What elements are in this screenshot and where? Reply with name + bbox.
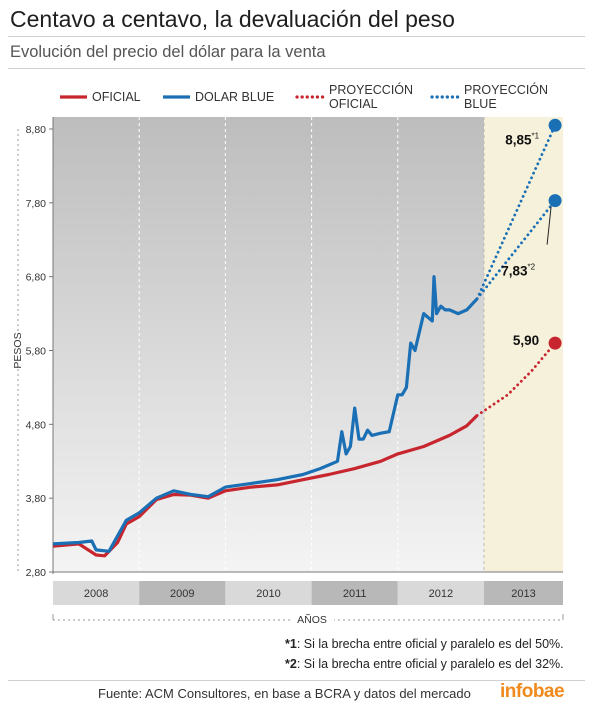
legend-label-line: BLUE	[464, 97, 497, 111]
year-cell	[139, 581, 226, 605]
y-tick-label: 3,80	[26, 493, 47, 505]
year-cell	[484, 581, 563, 605]
footnote-2-key: *2	[285, 657, 297, 671]
footnote-2: *2: Si la brecha entre oficial y paralel…	[285, 657, 564, 671]
footnote-1: *1: Si la brecha entre oficial y paralel…	[285, 637, 564, 651]
chart-title: Centavo a centavo, la devaluación del pe…	[10, 6, 455, 32]
series-line-proyeccion-blue-2	[475, 199, 557, 301]
annotation-footnote-marker: *1	[532, 131, 540, 140]
legend-label-line: PROYECCIÓN	[329, 82, 413, 97]
footnote-1-text: : Si la brecha entre oficial y paralelo …	[296, 637, 564, 651]
series-line-oficial	[52, 414, 479, 558]
annotation-label: 8,85*1	[505, 131, 539, 147]
subtitle-divider	[8, 68, 585, 69]
annotation-leader	[546, 206, 552, 245]
year-cell	[53, 581, 140, 605]
legend-label: OFICIAL	[92, 90, 141, 104]
endpoint-dot	[548, 118, 562, 132]
y-tick-label: 7,80	[26, 198, 47, 210]
y-tick-label: 4,80	[26, 419, 47, 431]
y-label-bg	[10, 332, 26, 369]
y-tick-label: 8,80	[26, 124, 47, 136]
legend-label-line: OFICIAL	[329, 97, 378, 111]
history-band	[53, 117, 484, 572]
infobae-logo: infobae	[500, 681, 565, 702]
chart-subtitle: Evolución del precio del dólar para la v…	[10, 43, 326, 61]
endpoint-dot	[548, 194, 562, 208]
footnote-2-text: : Si la brecha entre oficial y paralelo …	[296, 657, 564, 671]
year-label: 2010	[256, 588, 280, 600]
annotation-label: 5,90	[513, 333, 539, 348]
y-axis-label: PESOS	[12, 332, 24, 368]
x-axis-label: AÑOS	[297, 613, 327, 626]
year-cell	[311, 581, 398, 605]
legend-label: PROYECCIÓN OFICIAL	[329, 82, 413, 111]
chart-svg: 2,80 3,80 4,80 5,80 6,80 7,80 8,80 PESOS 8,85*1…	[10, 82, 564, 626]
year-cell	[397, 581, 484, 605]
x-label-bg	[290, 612, 334, 626]
source-note: Fuente: ACM Consultores, en base a BCRA …	[98, 686, 471, 701]
annotation-footnote-marker: *2	[528, 263, 536, 272]
year-label: 2009	[170, 588, 194, 600]
annotation-label: 7,83*2	[501, 263, 535, 279]
y-tick-label: 2,80	[26, 567, 47, 579]
series-line-proyeccion-blue-1	[475, 123, 557, 301]
annotation-value: 8,85	[505, 132, 532, 147]
annotation-value: 5,90	[513, 333, 539, 348]
year-label: 2013	[511, 588, 535, 600]
series-line-dolar-blue	[52, 275, 479, 553]
year-cell	[225, 581, 312, 605]
legend-label: PROYECCIÓN BLUE	[464, 82, 548, 111]
y-tick-label: 6,80	[26, 272, 47, 284]
endpoint-dot	[548, 336, 562, 350]
source-divider	[8, 680, 585, 681]
year-label: 2012	[429, 588, 453, 600]
footnote-1-key: *1	[285, 637, 297, 651]
year-label: 2008	[84, 588, 108, 600]
legend-label: DOLAR BLUE	[195, 90, 274, 104]
legend-label-line: PROYECCIÓN	[464, 82, 548, 97]
year-label: 2011	[343, 588, 367, 600]
title-divider	[8, 36, 585, 37]
annotation-value: 7,83	[501, 264, 528, 279]
y-tick-label: 5,80	[26, 346, 47, 358]
